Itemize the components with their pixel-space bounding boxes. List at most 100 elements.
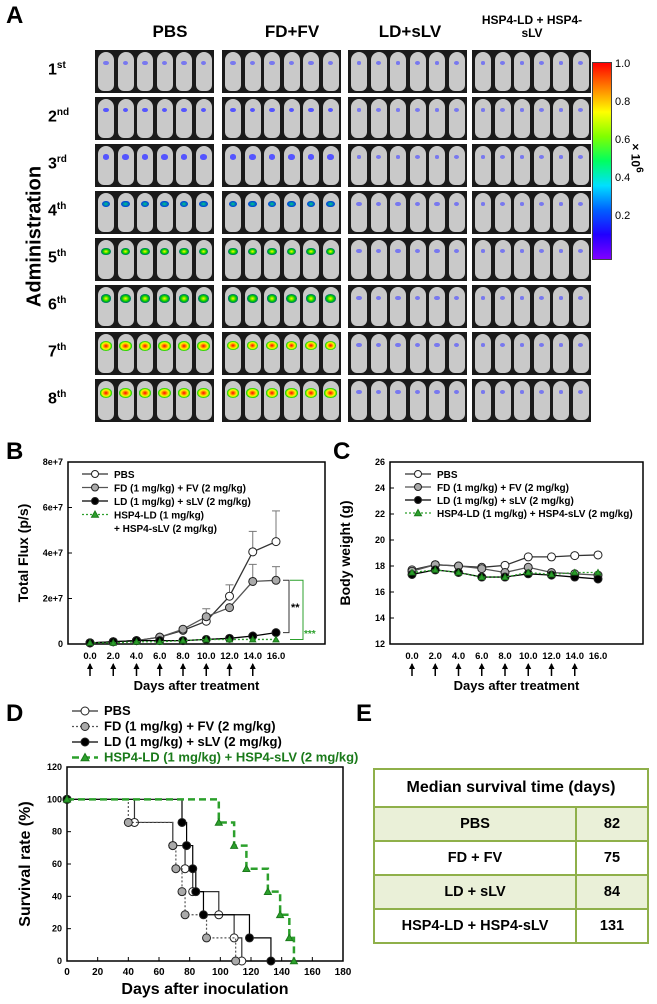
- data-point-triangle: [214, 817, 224, 826]
- row-label: 3rd: [48, 154, 92, 173]
- signal-blob: [122, 154, 129, 160]
- signal-blob: [395, 201, 401, 206]
- mouse-image: [348, 191, 467, 234]
- data-point-triangle: [62, 794, 72, 803]
- signal-blob: [434, 60, 440, 65]
- x-tick-label: 8.0: [176, 651, 189, 662]
- signal-blob: [578, 248, 583, 253]
- mouse: [494, 52, 511, 91]
- data-point: [177, 887, 187, 897]
- mouse: [475, 334, 491, 373]
- mouse: [475, 99, 491, 138]
- data-point-triangle: [202, 635, 211, 643]
- mouse-image: [348, 144, 467, 187]
- mouse: [370, 381, 387, 420]
- row-suffix: rd: [56, 154, 67, 165]
- signal-blob: [304, 387, 318, 398]
- mouse: [225, 52, 241, 91]
- row-suffix: th: [56, 342, 67, 353]
- legend-label: LD (1 mg/kg) + sLV (2 mg/kg): [437, 496, 574, 507]
- mouse: [303, 146, 319, 185]
- data-point: [231, 956, 241, 966]
- signal-blob: [227, 341, 239, 351]
- signal-blob: [539, 60, 544, 65]
- signal-blob: [414, 342, 421, 347]
- signal-blob: [500, 295, 505, 300]
- x-tick-label: 140: [273, 967, 290, 978]
- signal-blob: [578, 342, 583, 347]
- table-value: 82: [575, 806, 649, 842]
- data-point: [271, 575, 281, 585]
- signal-blob: [198, 247, 209, 256]
- mouse: [514, 334, 530, 373]
- signal-blob: [230, 60, 236, 65]
- signal-blob: [142, 107, 148, 113]
- signal-blob: [356, 154, 362, 159]
- mouse-image: [472, 285, 591, 328]
- mouse: [533, 52, 550, 91]
- y-tick-label: 16: [375, 587, 385, 597]
- signal-blob: [539, 154, 544, 159]
- y-tick-label: 22: [375, 509, 385, 519]
- signal-blob: [539, 248, 544, 253]
- signal-blob: [519, 107, 525, 112]
- table-row: HSP4-LD + HSP4-sLV 131: [373, 908, 649, 944]
- y-tick-label: 26: [375, 457, 385, 467]
- y-axis-label: Survival rate (%): [17, 801, 34, 926]
- signal-blob: [200, 60, 207, 65]
- data-point: [168, 841, 178, 851]
- mouse: [351, 381, 367, 420]
- treatment-arrow-head: [249, 663, 256, 669]
- signal-blob: [100, 294, 112, 303]
- y-tick-label: 24: [375, 483, 385, 493]
- mouse: [156, 99, 173, 138]
- x-tick-label: 12.0: [220, 651, 239, 662]
- signal-blob: [395, 248, 401, 253]
- signal-blob: [375, 295, 382, 300]
- mouse: [553, 52, 569, 91]
- signal-blob: [99, 340, 113, 351]
- mouse: [156, 146, 173, 185]
- signal-blob: [230, 107, 236, 113]
- panel-label-a: A: [6, 2, 24, 29]
- plot-frame: [66, 766, 344, 962]
- mouse: [409, 287, 426, 326]
- signal-blob: [326, 200, 335, 208]
- mouse: [176, 99, 192, 138]
- legend-label: PBS: [104, 703, 131, 718]
- signal-blob: [102, 154, 110, 160]
- mouse: [533, 381, 550, 420]
- mouse: [390, 52, 406, 91]
- data-point: [593, 574, 603, 584]
- table-group: LD + sLV: [373, 874, 577, 910]
- y-tick-label: 40: [52, 891, 62, 901]
- data-point: [177, 817, 187, 827]
- data-point: [248, 576, 258, 586]
- survival-curve: [67, 798, 243, 961]
- mouse: [176, 146, 192, 185]
- signal-blob: [181, 60, 187, 65]
- mouse: [494, 146, 511, 185]
- x-tick-label: 14.0: [244, 651, 263, 662]
- mouse: [572, 146, 589, 185]
- mouse: [351, 287, 367, 326]
- signal-blob: [453, 389, 460, 394]
- mouse: [494, 193, 511, 232]
- mouse-image: [222, 285, 341, 328]
- x-tick-label: 4.0: [130, 651, 143, 662]
- mouse: [370, 52, 387, 91]
- data-point: [180, 910, 190, 920]
- signal-blob: [120, 247, 131, 256]
- plot-frame: [389, 461, 644, 645]
- mouse-image: [95, 144, 214, 187]
- mouse: [409, 52, 426, 91]
- mouse-image: [472, 379, 591, 422]
- signal-blob: [434, 248, 440, 253]
- data-point-triangle: [454, 568, 463, 576]
- mouse-image: [95, 191, 214, 234]
- signal-blob: [395, 60, 401, 65]
- colorbar-tick: 0.8: [615, 96, 631, 108]
- signal-blob: [198, 294, 209, 303]
- mouse: [322, 146, 339, 185]
- mouse: [475, 240, 491, 279]
